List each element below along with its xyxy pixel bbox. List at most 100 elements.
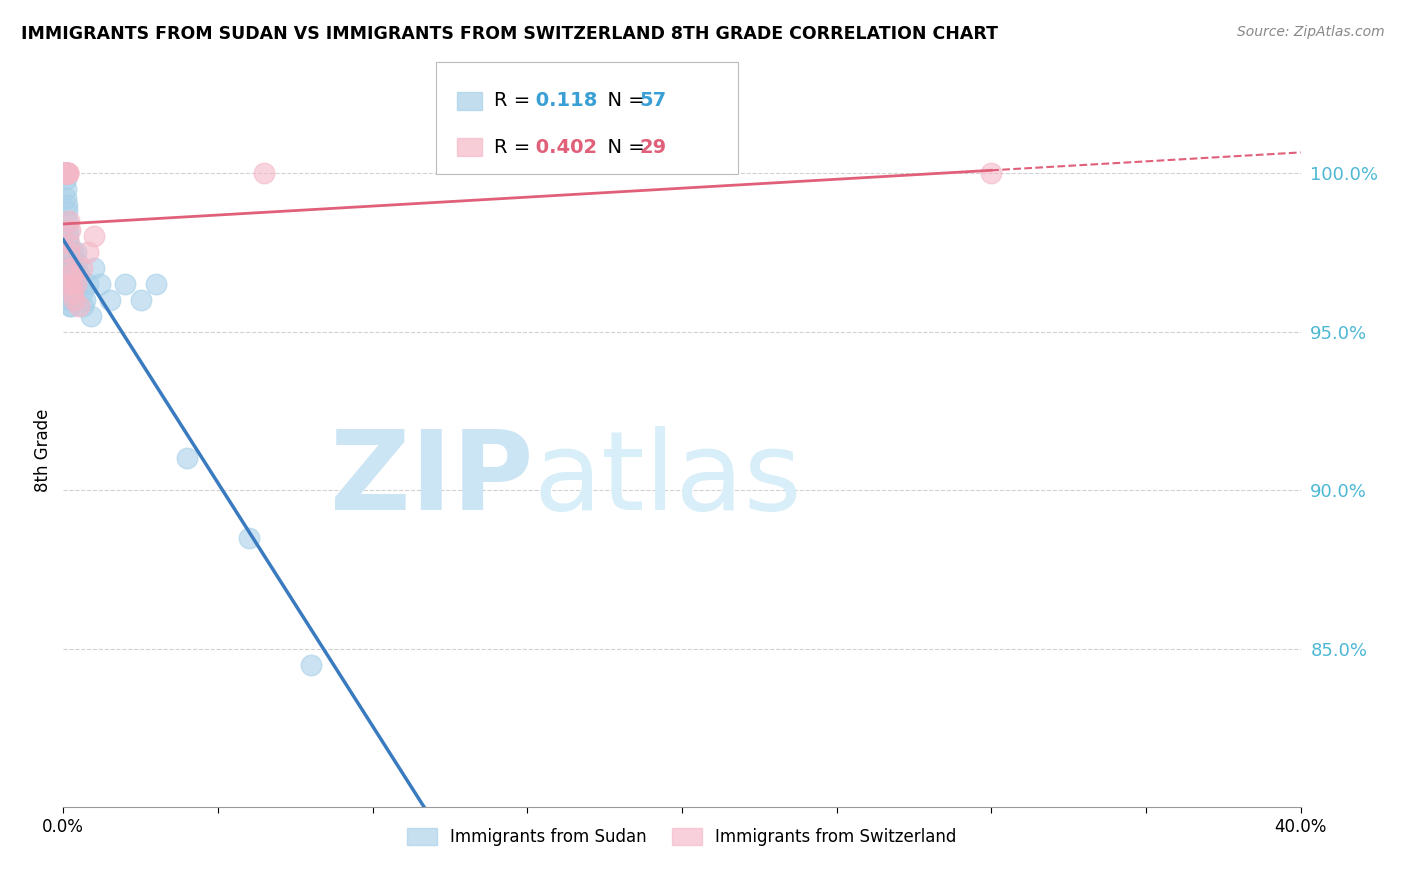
Point bbox=[70, 286, 93, 301]
Point bbox=[58, 293, 80, 307]
Text: R =: R = bbox=[494, 137, 536, 157]
Point bbox=[55, 172, 77, 186]
Point bbox=[77, 245, 100, 260]
Point bbox=[58, 268, 80, 282]
Point bbox=[67, 268, 90, 282]
Point bbox=[83, 229, 105, 244]
Point bbox=[299, 657, 322, 672]
Text: IMMIGRANTS FROM SUDAN VS IMMIGRANTS FROM SWITZERLAND 8TH GRADE CORRELATION CHART: IMMIGRANTS FROM SUDAN VS IMMIGRANTS FROM… bbox=[21, 25, 998, 43]
Point bbox=[80, 309, 103, 323]
Point bbox=[62, 268, 84, 282]
Point bbox=[56, 213, 79, 227]
Point bbox=[56, 223, 79, 237]
Point bbox=[59, 277, 82, 291]
Point bbox=[63, 293, 86, 307]
Point bbox=[55, 166, 77, 180]
Point bbox=[59, 261, 82, 276]
Point bbox=[58, 245, 80, 260]
Point bbox=[72, 299, 94, 313]
Point bbox=[98, 293, 121, 307]
Text: Source: ZipAtlas.com: Source: ZipAtlas.com bbox=[1237, 25, 1385, 39]
Point bbox=[55, 182, 77, 196]
Point bbox=[56, 235, 79, 250]
Point bbox=[60, 261, 83, 276]
Point bbox=[69, 277, 91, 291]
Point bbox=[55, 191, 77, 205]
Point bbox=[59, 245, 82, 260]
Point bbox=[83, 261, 105, 276]
Point bbox=[58, 254, 80, 268]
Point bbox=[55, 166, 77, 180]
Point bbox=[53, 166, 76, 180]
Text: 29: 29 bbox=[640, 137, 666, 157]
Text: R =: R = bbox=[494, 91, 536, 111]
Point bbox=[53, 166, 76, 180]
Point bbox=[145, 277, 167, 291]
Point bbox=[66, 254, 89, 268]
Point bbox=[114, 277, 136, 291]
Point bbox=[59, 286, 82, 301]
Point bbox=[62, 245, 84, 260]
Point bbox=[59, 293, 82, 307]
Point bbox=[63, 268, 86, 282]
Point bbox=[60, 277, 83, 291]
Point bbox=[65, 277, 87, 291]
Point bbox=[55, 166, 77, 180]
Point bbox=[58, 245, 80, 260]
Point bbox=[59, 299, 82, 313]
Point bbox=[62, 261, 84, 276]
Point bbox=[58, 277, 80, 291]
Point bbox=[59, 268, 82, 282]
Text: atlas: atlas bbox=[533, 425, 801, 533]
Point bbox=[62, 261, 84, 276]
Point bbox=[56, 166, 79, 180]
Point bbox=[62, 277, 84, 291]
Point bbox=[62, 286, 84, 301]
Point bbox=[176, 451, 198, 466]
Text: 0.402: 0.402 bbox=[529, 137, 596, 157]
Point bbox=[59, 261, 82, 276]
Point bbox=[60, 254, 83, 268]
Point bbox=[56, 166, 79, 180]
Point bbox=[56, 166, 79, 180]
Point bbox=[59, 223, 82, 237]
Text: ZIP: ZIP bbox=[330, 425, 533, 533]
Point bbox=[60, 277, 83, 291]
Point bbox=[53, 166, 76, 180]
Y-axis label: 8th Grade: 8th Grade bbox=[34, 409, 52, 492]
Point bbox=[58, 166, 80, 180]
Text: 57: 57 bbox=[640, 91, 666, 111]
Point bbox=[129, 293, 152, 307]
Text: N =: N = bbox=[595, 91, 651, 111]
Point bbox=[56, 204, 79, 219]
Point bbox=[58, 235, 80, 250]
Point bbox=[73, 293, 96, 307]
Point bbox=[56, 166, 79, 180]
Point bbox=[238, 531, 260, 545]
Text: 0.118: 0.118 bbox=[529, 91, 598, 111]
Point bbox=[55, 166, 77, 180]
Point bbox=[56, 229, 79, 244]
Point bbox=[55, 166, 77, 180]
Point bbox=[253, 166, 276, 180]
Point bbox=[60, 299, 83, 313]
Point bbox=[65, 245, 87, 260]
Point bbox=[55, 166, 77, 180]
Point bbox=[58, 213, 80, 227]
Point bbox=[55, 166, 77, 180]
Point bbox=[70, 261, 93, 276]
Point bbox=[89, 277, 111, 291]
Text: N =: N = bbox=[595, 137, 651, 157]
Point bbox=[60, 268, 83, 282]
Point bbox=[56, 197, 79, 211]
Point bbox=[67, 299, 90, 313]
Point bbox=[60, 268, 83, 282]
Point bbox=[58, 261, 80, 276]
Point bbox=[62, 254, 84, 268]
Point bbox=[58, 283, 80, 297]
Point bbox=[53, 166, 76, 180]
Point bbox=[77, 277, 100, 291]
Point bbox=[58, 277, 80, 291]
Legend: Immigrants from Sudan, Immigrants from Switzerland: Immigrants from Sudan, Immigrants from S… bbox=[401, 821, 963, 853]
Point bbox=[980, 166, 1002, 180]
